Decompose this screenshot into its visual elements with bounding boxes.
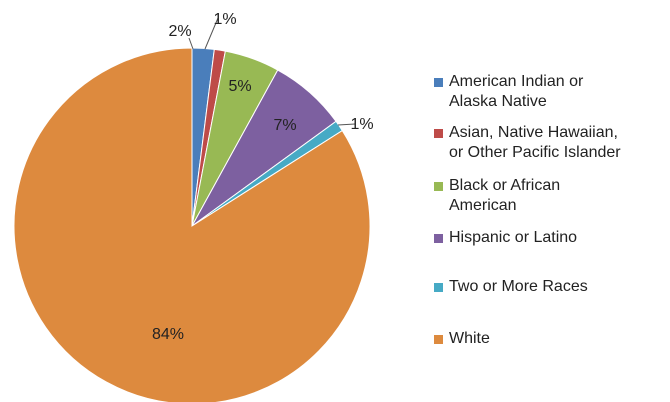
legend-item-hispanic-latino: Hispanic or Latino [434, 228, 669, 248]
legend-label: Hispanic or Latino [449, 229, 578, 246]
legend-label: Two or More Races [449, 278, 588, 295]
legend-swatch [434, 335, 443, 344]
leader-line-two-or-more-races [337, 123, 356, 126]
legend-swatch [434, 234, 443, 243]
leader-line-asian-pacific-islander [204, 17, 219, 50]
leader-line-american-indian [188, 37, 194, 50]
legend-swatch [434, 182, 443, 191]
legend-item-american-indian: American Indian or Alaska Native [434, 72, 669, 112]
data-label-two-or-more-races: 1% [350, 116, 373, 133]
pie-chart-canvas: 2% 1% 5% 7% 1% 84% [13, 11, 374, 402]
data-label-american-indian: 2% [168, 23, 191, 40]
legend-label: Asian, Native Hawaiian, or Other Pacific… [449, 124, 621, 161]
legend-swatch [434, 78, 443, 87]
legend-item-two-or-more-races: Two or More Races [434, 277, 669, 297]
data-label-asian-pacific-islander: 1% [213, 11, 236, 28]
legend-swatch [434, 129, 443, 138]
legend-item-asian-pacific-islander: Asian, Native Hawaiian, or Other Pacific… [434, 123, 669, 163]
data-label-white: 84% [152, 326, 184, 343]
legend-label: American Indian or Alaska Native [449, 73, 584, 110]
data-label-black-african-american: 5% [228, 78, 251, 95]
legend-label: White [449, 330, 490, 347]
legend-label: Black or African American [449, 177, 561, 214]
data-label-hispanic-latino: 7% [273, 117, 296, 134]
legend-swatch [434, 283, 443, 292]
pie-slice-white [13, 47, 371, 402]
legend-item-white: White [434, 329, 669, 349]
legend-item-black-african-american: Black or African American [434, 176, 669, 216]
